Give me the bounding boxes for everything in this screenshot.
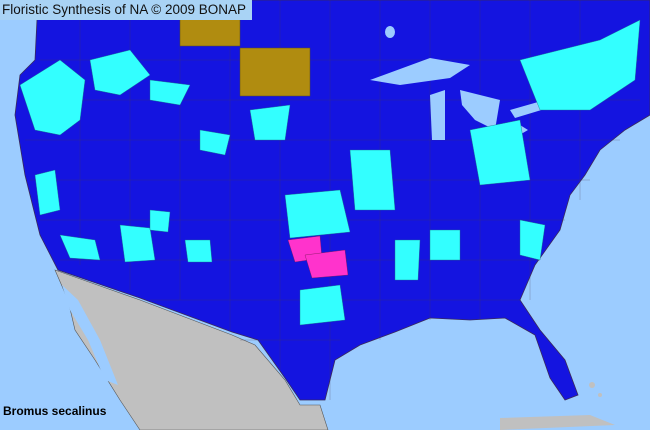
islands — [500, 382, 615, 430]
map-title: Floristic Synthesis of NA © 2009 BONAP — [0, 0, 253, 20]
special-counties — [287, 235, 349, 279]
mexico-land — [54, 269, 329, 430]
gulf-of-california — [62, 285, 118, 385]
species-name: Bromus secalinus — [3, 404, 107, 418]
species-counties — [19, 19, 641, 326]
